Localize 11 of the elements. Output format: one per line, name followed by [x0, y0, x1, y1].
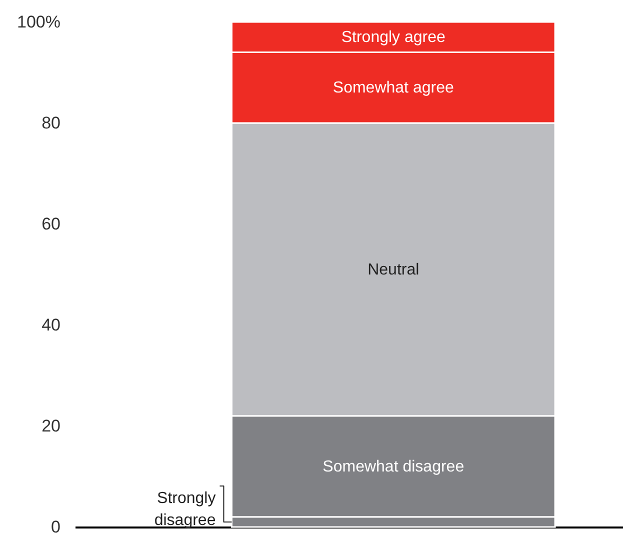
y-tick-label: 20 — [42, 416, 60, 436]
y-tick-label: 100% — [17, 12, 60, 32]
series-label: Somewhat agree — [332, 80, 454, 97]
series-label: Somewhat disagree — [322, 458, 464, 476]
y-tick-label: 40 — [42, 316, 60, 334]
series-label: Strongly disagree — [154, 490, 216, 529]
series-label: Strongly agree — [341, 29, 446, 46]
y-tick-label: 80 — [42, 114, 60, 132]
y-tick-label: 0 — [51, 518, 60, 536]
y-tick-label: 60 — [42, 214, 60, 234]
series-label: Neutral — [368, 261, 420, 278]
